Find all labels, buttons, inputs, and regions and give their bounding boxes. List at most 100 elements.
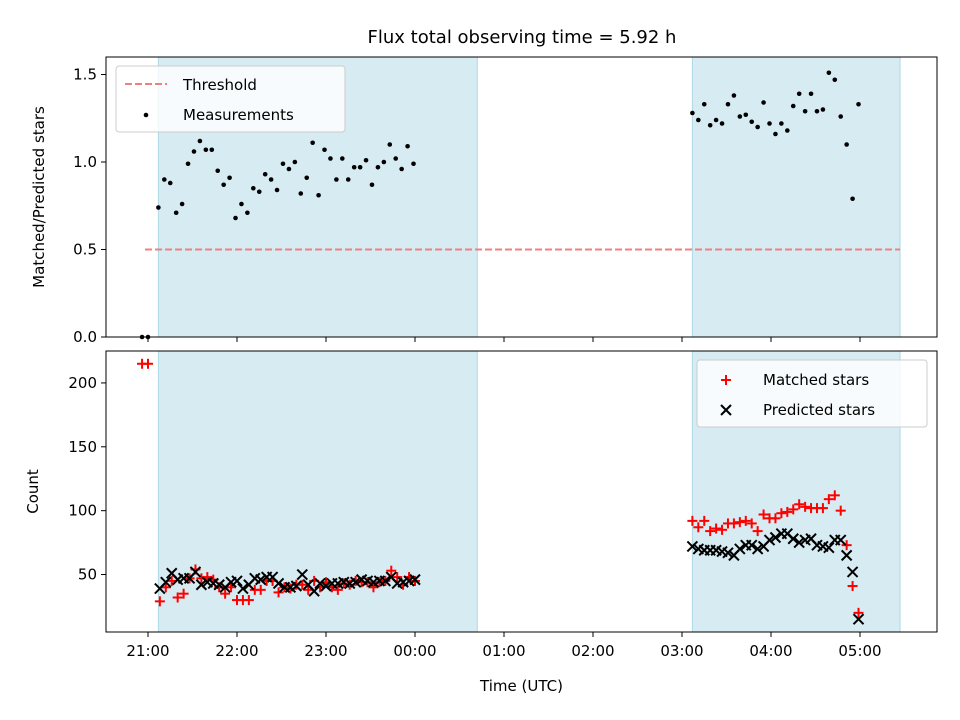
measurement-point [369, 182, 375, 188]
bottom-xtick-label: 03:00 [660, 642, 703, 660]
measurement-point [826, 70, 832, 76]
legend-measurements-label: Measurements [183, 106, 294, 124]
measurement-point [215, 168, 221, 174]
matched-star-point [154, 596, 165, 607]
predicted-star-point [840, 549, 853, 562]
top-shaded-interval-2 [691, 56, 901, 338]
measurement-point [785, 128, 790, 133]
predicted-star-point [846, 566, 859, 578]
predicted-star-point [763, 534, 776, 546]
measurement-point [245, 210, 250, 216]
measurement-point [268, 177, 274, 182]
legend-threshold-label: Threshold [182, 76, 257, 94]
measurement-point [167, 180, 173, 186]
measurement-point [345, 177, 351, 182]
measurement-point [334, 177, 339, 182]
measurement-point [363, 157, 369, 163]
matched-star-point [758, 509, 769, 520]
measurement-point [755, 124, 760, 130]
predicted-star-point [722, 547, 734, 559]
measurement-point [767, 121, 772, 126]
measurement-point [274, 187, 280, 193]
top-ytick-label: 0.5 [73, 241, 97, 259]
matched-star-point [711, 523, 722, 534]
matched-star-point [841, 540, 852, 551]
matched-star-point [392, 572, 403, 583]
matched-star-point [386, 565, 397, 576]
bottom-axes-frame [105, 350, 938, 633]
predicted-star-point [296, 568, 308, 581]
measurement-point [399, 166, 404, 172]
measurement-point [779, 121, 784, 126]
bottom-xlabel: Time (UTC) [479, 677, 563, 695]
predicted-star-point [237, 582, 249, 595]
measurement-point [838, 114, 844, 119]
measurement-point [856, 101, 861, 107]
measurement-point [173, 210, 179, 216]
legend-matched-label: Matched stars [763, 371, 869, 389]
matched-star-point [693, 522, 704, 533]
bottom-xtick-label: 01:00 [482, 642, 525, 660]
measurement-point [393, 156, 399, 161]
matched-star-point [788, 504, 799, 515]
measurement-point [761, 100, 766, 105]
measurement-point [227, 175, 232, 181]
bottom-ytick-label: 150 [68, 438, 97, 456]
measurement-point [298, 191, 304, 196]
bottom-xtick-label: 00:00 [393, 642, 436, 660]
measurement-point [808, 91, 814, 97]
measurement-point [375, 164, 381, 170]
predicted-star-point [686, 540, 699, 553]
measurement-point [156, 205, 161, 210]
matched-star-point [776, 508, 787, 519]
bottom-ytick-label: 100 [68, 502, 97, 520]
predicted-star-point [272, 577, 285, 590]
predicted-star-point [769, 531, 782, 544]
measurement-point [340, 156, 345, 161]
bottom-xtick-label: 05:00 [838, 642, 881, 660]
bottom-legend-box [696, 359, 928, 428]
measurement-point [162, 177, 167, 182]
predicted-star-point [751, 543, 764, 555]
matched-star-point [368, 582, 379, 593]
measurement-point [707, 122, 713, 128]
predicted-star-point [189, 566, 202, 578]
bottom-xtick-label: 02:00 [571, 642, 614, 660]
top-axes-frame [105, 56, 938, 338]
predicted-star-point [314, 577, 326, 590]
predicted-star-point [734, 543, 746, 555]
matched-star-point [800, 501, 811, 512]
top-legend: Threshold Measurements [115, 65, 346, 133]
matched-star-point [746, 518, 757, 529]
chart-title: Flux total observing time = 5.92 h [368, 27, 677, 48]
top-ytick-label: 0.0 [73, 328, 97, 346]
measurement-point [814, 108, 820, 114]
measurement-point [796, 91, 802, 97]
measurement-point [719, 121, 725, 126]
measurement-point [304, 175, 310, 181]
measurement-point [749, 119, 755, 125]
measurement-point [328, 156, 333, 161]
matched-star-point [817, 503, 828, 514]
bottom-xtick-label: 04:00 [749, 642, 792, 660]
top-ytick-label: 1.0 [73, 153, 97, 171]
matched-star-point [178, 588, 189, 599]
top-panel: 0.0 0.5 1.0 1.5 Matched/Predicted stars Thres… [30, 56, 938, 346]
predicted-star-point [852, 613, 865, 625]
matched-star-point [687, 515, 698, 526]
measurement-point [844, 142, 849, 147]
predicted-star-point [409, 573, 421, 586]
measurement-point [713, 117, 719, 123]
measurement-point [405, 143, 410, 149]
matched-star-point [332, 584, 343, 595]
matched-star-point [829, 490, 840, 501]
top-legend-box [115, 65, 346, 133]
measurement-point [790, 103, 796, 109]
matched-star-point [734, 517, 745, 528]
matched-star-point [752, 526, 763, 537]
matched-star-point [717, 524, 728, 535]
measurement-point [850, 196, 855, 202]
measurement-point [221, 182, 226, 188]
predicted-star-point [231, 575, 243, 587]
bottom-ylabel: Count [24, 469, 42, 514]
